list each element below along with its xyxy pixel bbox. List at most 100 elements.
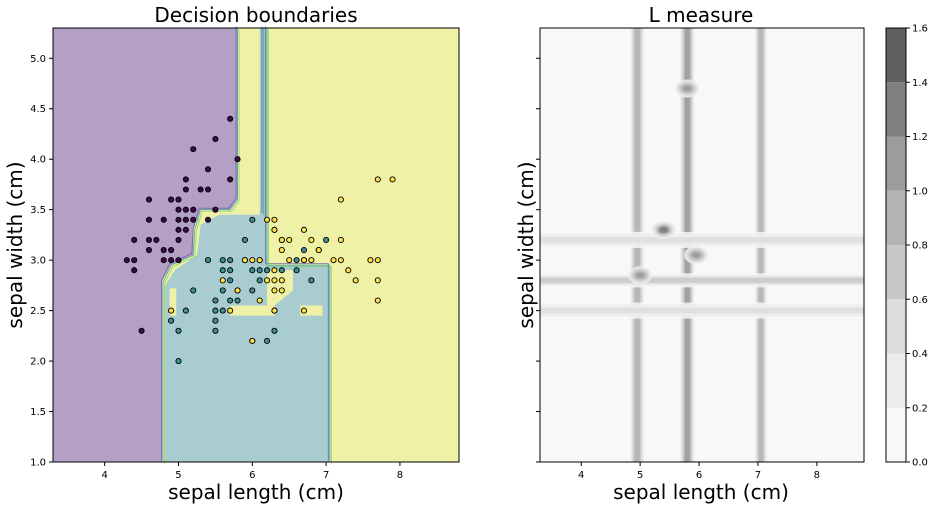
colorbar-segment [886,190,906,245]
scatter-point-class-0 [204,166,212,173]
colorbar-segment [886,353,906,408]
l-measure-horizontal-band [540,237,864,243]
scatter-point-class-0 [175,257,182,264]
colorbar-tick-label: 0.8 [912,241,928,252]
scatter-point-class-2 [330,257,337,264]
scatter-point-class-0 [160,246,167,254]
scatter-point-class-2 [278,246,285,254]
scatter-point-class-0 [190,146,197,153]
left-x-axis-label: sepal length (cm) [168,480,344,504]
scatter-point-class-0 [160,257,167,264]
scatter-point-class-0 [153,236,160,244]
decision-boundary-line [266,28,331,462]
scatter-point-class-2 [374,176,381,183]
scatter-point-class-2 [389,176,396,183]
right-y-axis-label: sepal width (cm) [514,161,538,328]
scatter-point-class-1 [293,257,300,264]
scatter-point-class-0 [138,327,145,334]
scatter-point-class-1 [219,287,226,294]
region-class-2-pocket [300,305,323,316]
scatter-point-class-2 [337,196,344,203]
y-tick-label: 4.5 [30,104,46,115]
scatter-point-class-0 [182,226,189,233]
scatter-point-class-2 [300,226,308,233]
decision-boundaries-panel: Decision boundaries 4 5 6 7 8 1.0 1.5 2.0 2.5 3.… [3,3,460,504]
scatter-point-class-2 [249,257,256,264]
l-measure-panel: L measure 4 5 6 7 8 sepal length (cm) sepal … [514,3,865,504]
scatter-point-class-0 [131,267,138,274]
scatter-point-class-2 [278,277,285,284]
scatter-point-class-0 [168,257,175,264]
y-tick-label: 2.0 [30,357,46,368]
scatter-point-class-2 [271,267,278,274]
colorbar-tick-label: 0.4 [912,349,928,360]
scatter-point-class-2 [219,277,226,284]
scatter-point-class-1 [308,277,315,284]
scatter-point-class-2 [271,287,278,294]
left-chart-title: Decision boundaries [154,3,357,27]
scatter-point-class-0 [160,216,167,223]
scatter-point-class-0 [145,196,153,203]
l-measure-hotspot [692,252,701,258]
x-tick-label: 5 [175,470,181,481]
colorbar-tick-label: 0.6 [912,295,928,306]
scatter-point-class-2 [264,216,271,223]
scatter-point-class-0 [182,176,189,183]
scatter-point-class-1 [227,277,234,284]
scatter-point-class-1 [249,216,256,223]
scatter-point-class-1 [234,297,241,304]
scatter-point-class-0 [168,246,175,254]
scatter-point-class-1 [249,287,256,294]
y-tick-label: 1.0 [30,458,46,469]
colorbar-segment [886,299,906,354]
scatter-point-class-0 [212,135,219,143]
scatter-point-class-2 [367,257,374,264]
scatter-point-class-1 [278,267,285,274]
scatter-point-class-2 [256,297,263,304]
x-tick-label: 6 [696,470,702,481]
y-tick-label: 3.0 [30,256,46,267]
scatter-point-class-2 [286,236,293,244]
scatter-point-class-1 [175,358,182,365]
scatter-point-class-2 [278,236,285,244]
colorbar-tick-label: 1.2 [912,132,928,143]
colorbar-tick-label: 0.0 [912,458,928,469]
scatter-point-class-1 [212,307,219,314]
scatter-point-class-0 [182,186,189,193]
colorbar: 0.0 0.2 0.4 0.6 0.8 1.0 1.2 1.4 1.6 [885,24,928,469]
scatter-point-class-0 [168,196,175,203]
colorbar-tick-label: 1.6 [912,24,928,35]
decision-boundary-line [265,26,329,461]
scatter-point-class-0 [175,226,182,233]
scatter-point-class-2 [271,277,278,284]
scatter-point-class-0 [197,186,204,193]
x-tick-label: 4 [578,470,584,481]
x-tick-label: 6 [249,470,255,481]
scatter-point-class-0 [145,246,153,254]
scatter-point-class-0 [227,176,234,183]
scatter-point-class-1 [293,267,300,274]
decision-boundary-line [161,26,237,461]
scatter-point-class-1 [249,267,256,274]
scatter-point-class-1 [264,337,271,344]
scatter-point-class-0 [190,206,197,213]
scatter-point-class-1 [219,267,226,274]
colorbar-segment [886,82,906,137]
scatter-point-class-2 [337,236,344,244]
scatter-point-class-1 [264,267,271,274]
scatter-point-class-2 [300,307,308,314]
scatter-point-class-0 [145,216,153,223]
scatter-point-class-2 [264,277,271,284]
right-y-ticks [536,57,540,463]
scatter-point-class-1 [241,236,248,244]
scatter-point-class-2 [374,297,381,304]
colorbar-segment [886,245,906,300]
x-tick-label: 7 [323,470,329,481]
scatter-point-class-1 [182,307,189,314]
scatter-point-class-0 [175,216,182,223]
scatter-point-class-0 [212,206,219,213]
scatter-point-class-0 [190,216,197,223]
scatter-point-class-2 [241,257,248,264]
scatter-point-class-0 [175,206,182,213]
scatter-point-class-2 [249,337,256,344]
